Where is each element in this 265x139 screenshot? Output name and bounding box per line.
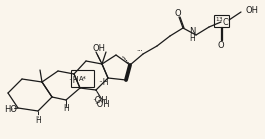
Text: H: H <box>189 33 195 43</box>
Text: OH: OH <box>92 44 105 53</box>
FancyBboxPatch shape <box>214 16 229 28</box>
Text: ·OH: ·OH <box>92 95 108 105</box>
Text: ··H: ··H <box>68 75 78 85</box>
Text: OH: OH <box>245 6 258 14</box>
Text: ...: ... <box>136 46 143 52</box>
FancyBboxPatch shape <box>72 70 95 87</box>
Text: H: H <box>35 116 41 125</box>
Text: N: N <box>189 27 195 35</box>
Text: HO: HO <box>4 105 17 114</box>
Text: ··H: ··H <box>98 78 108 86</box>
Text: A*: A* <box>79 76 87 82</box>
Text: ·OH: ·OH <box>94 100 110 109</box>
Text: O: O <box>175 8 181 18</box>
Text: O: O <box>218 40 224 49</box>
Text: $^{13}$C: $^{13}$C <box>215 16 229 28</box>
Text: H: H <box>63 104 69 112</box>
